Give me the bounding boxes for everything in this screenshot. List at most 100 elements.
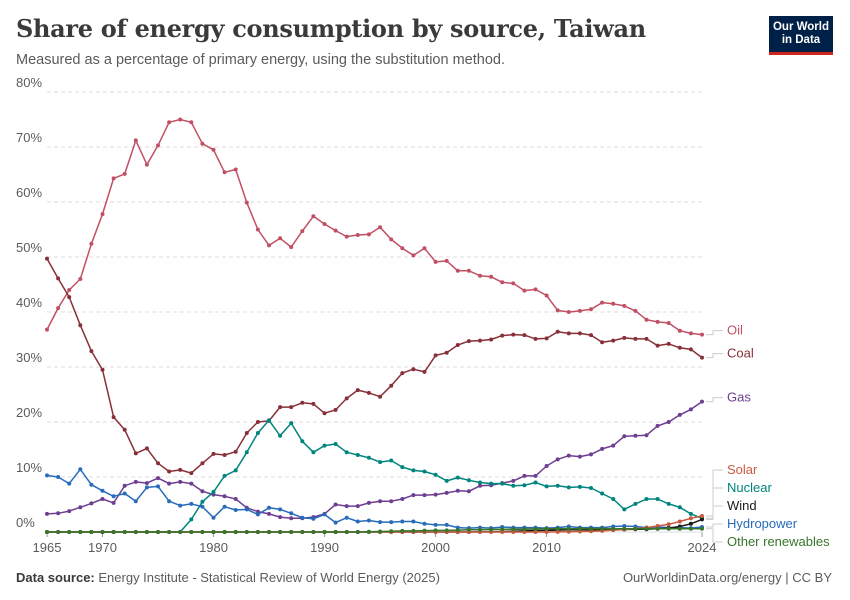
data-point [189, 481, 194, 486]
data-point [555, 329, 560, 334]
data-point [89, 482, 94, 487]
data-point [289, 530, 294, 534]
data-point [566, 529, 571, 534]
data-point [333, 228, 338, 233]
data-point [544, 530, 549, 534]
data-point [255, 420, 260, 424]
data-point [122, 427, 127, 432]
series-line [46, 118, 703, 336]
data-point [589, 486, 593, 490]
data-point [200, 141, 205, 146]
series-oil [45, 117, 704, 337]
data-point [111, 530, 116, 534]
data-point [411, 468, 416, 473]
data-point [78, 323, 83, 328]
owid-logo[interactable]: Our World in Data [769, 16, 833, 55]
data-point [433, 528, 438, 533]
data-point [267, 505, 271, 510]
label-connector [706, 469, 723, 517]
data-point [344, 396, 349, 401]
data-point [122, 530, 127, 534]
data-point [56, 530, 61, 534]
x-tick-label: 1970 [88, 540, 117, 555]
data-point [200, 489, 205, 494]
data-point [289, 245, 294, 250]
data-point [244, 200, 249, 205]
x-tick-label: 1990 [310, 540, 339, 555]
y-tick-label: 40% [16, 295, 42, 310]
data-point [233, 468, 238, 473]
data-point [611, 301, 616, 306]
data-point [700, 517, 704, 522]
data-point [544, 336, 549, 341]
data-point [666, 341, 671, 346]
data-point [189, 120, 194, 125]
data-point [89, 530, 94, 534]
data-point [322, 411, 327, 416]
data-point [45, 256, 49, 261]
data-point [433, 259, 438, 264]
data-point [389, 383, 394, 388]
data-point [211, 451, 216, 456]
data-point [289, 421, 294, 426]
data-point [222, 170, 227, 175]
data-point [577, 454, 582, 459]
data-point [433, 492, 438, 497]
data-point [378, 225, 383, 230]
data-point [133, 138, 138, 143]
data-point [144, 485, 149, 490]
series-other-renewables [45, 526, 704, 534]
legend-label-hydropower: Hydropower [727, 516, 798, 531]
data-point [333, 407, 338, 412]
data-point [478, 338, 482, 343]
data-point [589, 452, 593, 457]
data-source-text: Energy Institute - Statistical Review of… [98, 570, 440, 585]
data-point [622, 507, 627, 512]
legend-label-nuclear: Nuclear [727, 480, 772, 495]
data-point [677, 526, 682, 531]
data-point [167, 530, 172, 534]
data-point [611, 526, 616, 531]
data-point [700, 332, 704, 337]
data-point [444, 528, 449, 533]
data-point [600, 491, 605, 496]
data-point [389, 499, 394, 504]
data-point [56, 276, 61, 281]
data-point [344, 515, 349, 520]
data-point [255, 509, 260, 514]
data-point [589, 526, 593, 531]
data-point [666, 501, 671, 506]
data-point [200, 499, 205, 504]
data-point [633, 336, 638, 341]
site-credit[interactable]: OurWorldinData.org/energy | CC BY [622, 570, 832, 585]
data-point [555, 529, 560, 534]
data-point [233, 449, 238, 454]
data-point [89, 501, 94, 506]
data-point [489, 274, 494, 279]
data-point [311, 530, 316, 534]
data-point [422, 469, 427, 474]
data-point [655, 526, 660, 531]
data-point [400, 519, 405, 524]
data-point [633, 433, 638, 438]
data-point [133, 499, 138, 504]
data-point [511, 281, 516, 286]
data-point [244, 507, 249, 512]
data-point [233, 508, 238, 512]
y-tick-label: 10% [16, 460, 42, 475]
data-point [355, 519, 360, 524]
data-point [167, 499, 172, 504]
data-point [533, 287, 538, 292]
data-point [100, 488, 105, 493]
legend-label-coal: Coal [727, 346, 754, 361]
data-point [522, 288, 527, 293]
y-tick-label: 60% [16, 185, 42, 200]
data-point [455, 528, 460, 533]
label-connector [706, 487, 723, 519]
x-tick-label: 1965 [33, 540, 62, 555]
data-point [489, 337, 494, 342]
data-point [533, 527, 538, 531]
data-point [45, 327, 49, 332]
data-point [533, 473, 538, 478]
data-point [78, 530, 83, 534]
